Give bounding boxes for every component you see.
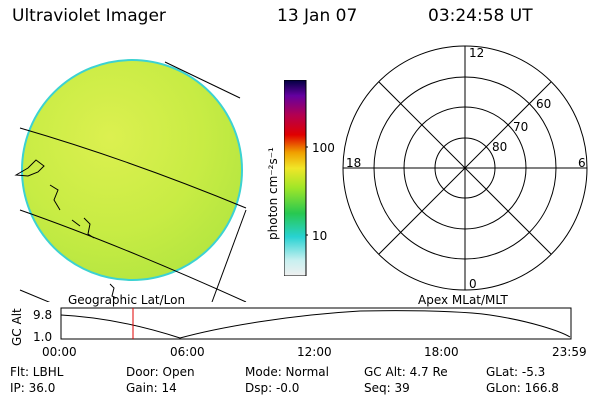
gc-altitude-status: GC Alt: 4.7 Re: [364, 365, 448, 379]
time-tick-0600: 06:00: [170, 345, 205, 359]
magnetic-map-label: Apex MLat/MLT: [418, 293, 508, 307]
time-label: 03:24:58 UT: [428, 6, 533, 26]
lon-line: [164, 61, 241, 99]
mlt-0-label: 0: [469, 277, 477, 291]
lon-line: [211, 209, 247, 302]
altitude-axis-label: GC Alt: [10, 308, 24, 346]
door-status: Door: Open: [126, 365, 195, 379]
ip-status: IP: 36.0: [10, 381, 56, 395]
colorbar-unit-label: photon cm⁻²s⁻¹: [266, 147, 280, 240]
altitude-min-label: 1.0: [33, 330, 53, 344]
colorbar-tick-100: 100: [312, 141, 335, 155]
gain-status: Gain: 14: [126, 381, 177, 395]
altitude-curve: [60, 310, 571, 339]
time-tick-0000: 00:00: [42, 345, 77, 359]
coastline: [14, 159, 45, 177]
mlt-6-label: 6: [578, 156, 586, 170]
mode-status: Mode: Normal: [245, 365, 329, 379]
colorbar-tick-10: 10: [312, 229, 328, 243]
lat-line: [19, 289, 51, 302]
mlt-12-label: 12: [469, 46, 485, 60]
mlat-80-label: 80: [492, 140, 508, 154]
coastline: [71, 219, 81, 227]
coastline: [83, 217, 95, 239]
magnetic-polar-grid: [342, 45, 588, 291]
coastline: [49, 184, 61, 211]
earth-disk: [21, 59, 243, 281]
mlat-70-label: 70: [513, 120, 529, 134]
glat-status: GLat: -5.3: [486, 365, 546, 379]
altitude-timeline-plot: [60, 307, 572, 340]
date-label: 13 Jan 07: [277, 6, 358, 26]
time-tick-1800: 18:00: [424, 345, 459, 359]
lat-line: [19, 127, 247, 209]
lat-line: [19, 209, 247, 302]
dsp-status: Dsp: -0.0: [245, 381, 300, 395]
sequence-status: Seq: 39: [364, 381, 410, 395]
filter-status: Flt: LBHL: [10, 365, 64, 379]
instrument-title: Ultraviolet Imager: [12, 6, 166, 26]
mlat-60-label: 60: [536, 97, 552, 111]
time-tick-2359: 23:59: [552, 345, 587, 359]
coastline: [109, 283, 117, 299]
time-tick-1200: 12:00: [297, 345, 332, 359]
intensity-colorbar: [284, 80, 308, 276]
altitude-max-label: 9.8: [33, 308, 53, 322]
geographic-map-label: Geographic Lat/Lon: [68, 293, 186, 307]
glon-status: GLon: 166.8: [486, 381, 559, 395]
mlt-18-label: 18: [346, 156, 362, 170]
geographic-earth-image: [14, 59, 247, 302]
